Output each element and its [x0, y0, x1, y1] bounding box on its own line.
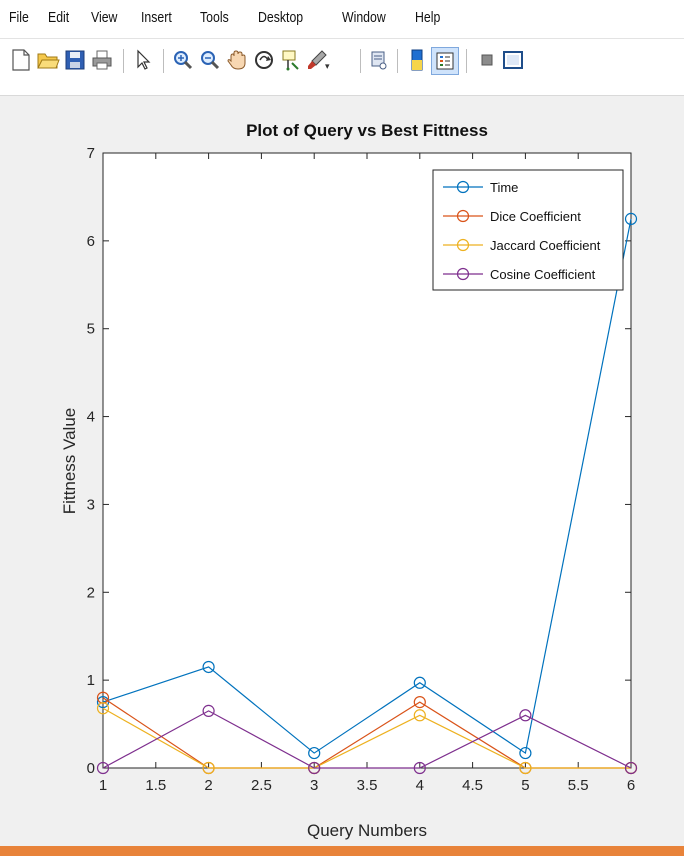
menu-insert[interactable]: Insert	[141, 9, 172, 26]
data-point	[308, 746, 321, 760]
y-tick-label: 1	[87, 672, 95, 689]
menu-bar: File Edit View Insert Tools Desktop Wind…	[0, 0, 684, 39]
y-tick-label: 4	[87, 409, 95, 426]
zoom-in-icon[interactable]	[170, 47, 196, 73]
y-axis-title: Fittness Value	[60, 408, 79, 514]
brush-icon[interactable]: ▾	[305, 47, 331, 73]
x-tick-label: 6	[627, 777, 635, 794]
data-point	[519, 709, 532, 722]
legend[interactable]: Time Dice Coefficient Jaccard Coefficient C…	[432, 169, 624, 291]
menu-help[interactable]: Help	[415, 9, 441, 26]
x-tick-label: 2.5	[251, 777, 272, 794]
legend-entry-label: Cosine Coefficient	[490, 267, 596, 282]
toolbar-separator	[466, 49, 467, 73]
rotate-3d-icon[interactable]	[251, 47, 277, 73]
zoom-out-icon[interactable]	[197, 47, 223, 73]
data-cursor-icon[interactable]	[278, 47, 304, 73]
series-line	[102, 218, 632, 755]
menu-file[interactable]: File	[9, 9, 29, 26]
data-point	[624, 212, 638, 225]
show-plot-tools-icon[interactable]	[500, 47, 526, 73]
legend-swatch-marker	[456, 238, 470, 252]
data-point	[413, 761, 426, 775]
pointer-icon[interactable]	[130, 47, 156, 73]
x-tick-label: 4.5	[462, 777, 483, 794]
legend-icon[interactable]	[431, 47, 459, 75]
x-tick-label: 3	[310, 777, 318, 794]
series-line	[102, 707, 631, 769]
toolbar-separator	[123, 49, 124, 73]
y-tick-label: 0	[87, 760, 95, 777]
menu-view[interactable]: View	[91, 9, 118, 26]
menu-desktop[interactable]: Desktop	[258, 9, 304, 26]
hide-plot-tools-icon[interactable]	[474, 47, 500, 73]
menu-window[interactable]: Window	[342, 9, 386, 26]
colorbar-icon[interactable]	[404, 47, 430, 73]
x-tick-label: 2	[204, 777, 212, 794]
link-plot-icon[interactable]	[366, 47, 392, 73]
new-figure-icon[interactable]	[8, 47, 34, 73]
data-point	[96, 702, 110, 715]
data-point	[202, 761, 215, 775]
x-tick-label: 1.5	[145, 777, 166, 794]
print-icon[interactable]	[89, 47, 115, 73]
open-file-icon[interactable]	[35, 47, 61, 73]
toolbar-separator	[163, 49, 164, 73]
legend-entry-label: Time	[490, 180, 518, 195]
data-point	[624, 761, 638, 775]
figure-canvas: Plot of Query vs Best Fittness Query Num…	[0, 96, 684, 846]
menu-edit[interactable]: Edit	[48, 9, 70, 26]
legend-swatch-marker	[456, 209, 470, 223]
data-point	[413, 676, 426, 689]
data-point	[96, 696, 110, 709]
x-tick-label: 3.5	[357, 777, 378, 794]
save-icon[interactable]	[62, 47, 88, 73]
line-chart: Plot of Query vs Best Fittness Query Num…	[60, 121, 638, 840]
chart-title: Plot of Query vs Best Fittness	[246, 121, 488, 140]
toolbar-separator	[360, 49, 361, 73]
legend-swatch-marker	[456, 180, 470, 194]
x-tick-label: 4	[416, 777, 424, 794]
data-point	[519, 761, 532, 775]
x-tick-label: 1	[99, 777, 107, 794]
y-tick-label: 5	[87, 321, 95, 338]
legend-swatch-marker	[456, 267, 470, 281]
toolbar-separator	[397, 49, 398, 73]
data-point	[96, 761, 110, 775]
svg-text:▾: ▾	[325, 62, 330, 71]
data-point	[413, 709, 426, 722]
figure-toolbar: ▾	[0, 39, 684, 96]
x-axis-title: Query Numbers	[307, 821, 427, 840]
data-point	[308, 761, 321, 775]
data-point	[202, 660, 215, 674]
legend-entry-label: Dice Coefficient	[490, 209, 581, 224]
data-point	[519, 746, 532, 760]
series-line	[102, 710, 632, 769]
legend-box	[432, 169, 624, 291]
window-bottom-border	[0, 846, 684, 856]
data-point	[413, 696, 426, 709]
pan-icon[interactable]	[224, 47, 250, 73]
x-tick-label: 5	[521, 777, 529, 794]
plot-series	[96, 212, 638, 775]
menu-tools[interactable]: Tools	[200, 9, 229, 26]
y-tick-label: 7	[87, 145, 95, 162]
data-point	[202, 704, 215, 717]
y-tick-label: 2	[87, 584, 95, 601]
x-tick-label: 5.5	[568, 777, 589, 794]
y-tick-label: 3	[87, 496, 95, 513]
y-tick-label: 6	[87, 233, 95, 250]
legend-entry-label: Jaccard Coefficient	[490, 238, 601, 253]
